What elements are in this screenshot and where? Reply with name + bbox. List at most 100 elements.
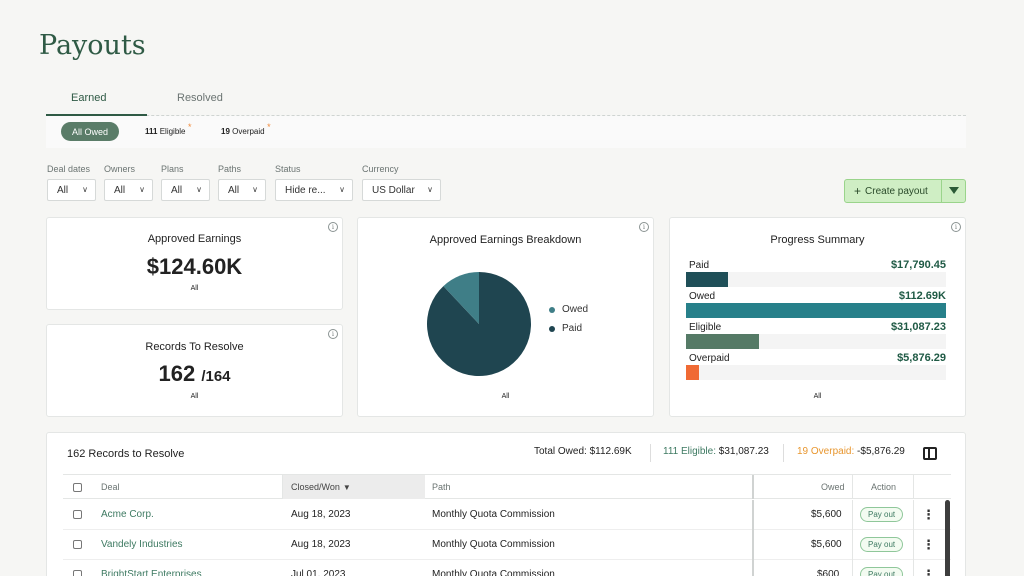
path-name: Monthly Quota Commission xyxy=(432,509,555,520)
row-checkbox-cell xyxy=(73,500,82,529)
progress-track xyxy=(686,303,946,318)
approved-earnings-card: i Approved Earnings $124.60K All xyxy=(46,217,343,310)
caret-down-icon[interactable] xyxy=(949,187,959,194)
pay-out-button[interactable]: Pay out xyxy=(860,537,904,552)
closed-won-date: Jul 01, 2023 xyxy=(291,569,346,576)
more-options-icon[interactable]: ⋮ xyxy=(922,566,935,576)
legend-swatch xyxy=(549,325,555,332)
chip-all-owed[interactable]: All Owed xyxy=(61,122,119,141)
deal-dates-select[interactable]: All ∨ xyxy=(47,179,96,201)
chip-eligible[interactable]: 111 Eligible * xyxy=(145,122,192,136)
pie-slice-owed[interactable] xyxy=(443,272,479,324)
overpaid-summary-label: 19 Overpaid: xyxy=(797,446,858,457)
info-icon[interactable]: i xyxy=(639,222,649,232)
progress-fill xyxy=(686,365,699,380)
filter-label: Deal dates xyxy=(47,164,91,174)
column-header-deal[interactable]: Deal xyxy=(101,482,120,492)
eligible-summary-label: 111 Eligible: xyxy=(663,446,719,457)
button-divider xyxy=(941,180,942,202)
row-checkbox[interactable] xyxy=(73,540,82,549)
chip-eligible-count: 111 xyxy=(145,127,158,136)
info-icon[interactable]: i xyxy=(328,222,338,232)
progress-value: $17,790.45 xyxy=(890,259,946,271)
active-tab-indicator xyxy=(46,114,147,116)
column-divider xyxy=(852,560,853,576)
records-table-card: 162 Records to Resolve Total Owed: $112.… xyxy=(46,432,966,576)
table-row[interactable]: BrightStart Enterprises Jul 01, 2023 Mon… xyxy=(63,560,951,576)
legend-label: Owed xyxy=(562,304,589,315)
row-checkbox[interactable] xyxy=(73,510,82,519)
currency-select[interactable]: US Dollar ∨ xyxy=(362,179,441,201)
column-header-action[interactable]: Action xyxy=(871,482,897,492)
row-checkbox[interactable] xyxy=(73,570,82,576)
chip-overpaid-count: 19 xyxy=(221,127,230,136)
plans-select[interactable]: All ∨ xyxy=(161,179,210,201)
tab-earned[interactable]: Earned xyxy=(71,92,107,104)
tab-resolved[interactable]: Resolved xyxy=(177,92,223,104)
info-icon[interactable]: i xyxy=(951,222,961,232)
column-header-closed-won[interactable]: Closed/Won ▼ xyxy=(283,475,425,499)
column-header-path[interactable]: Path xyxy=(432,482,451,492)
column-divider xyxy=(913,560,914,576)
eligible-marker-icon: * xyxy=(187,122,192,132)
column-header-owed[interactable]: Owed xyxy=(821,482,845,492)
legend-label: Paid xyxy=(562,323,583,334)
deal-link[interactable]: BrightStart Enterprises xyxy=(101,569,202,576)
approved-earnings-value: $124.60K xyxy=(146,254,243,279)
columns-icon[interactable] xyxy=(923,447,937,460)
filter-deal-dates: Deal dates All ∨ xyxy=(47,164,96,201)
deal-link[interactable]: Acme Corp. xyxy=(101,509,154,520)
column-header-label: Closed/Won xyxy=(291,482,340,492)
owners-select[interactable]: All ∨ xyxy=(104,179,153,201)
table-scrollbar[interactable] xyxy=(945,500,950,576)
card-filter-label: All xyxy=(190,285,199,292)
path-name: Monthly Quota Commission xyxy=(432,569,555,576)
info-icon[interactable]: i xyxy=(328,329,338,339)
records-total: /164 xyxy=(201,368,231,385)
action-cell: Pay out xyxy=(860,560,904,576)
table-title: 162 Records to Resolve xyxy=(67,448,185,460)
progress-fill xyxy=(686,272,728,287)
overpaid-summary-value: -$5,876.29 xyxy=(857,446,905,457)
paths-select[interactable]: All ∨ xyxy=(218,179,266,201)
filter-status: Status Hide re... ∨ xyxy=(275,164,353,201)
select-value: All xyxy=(171,184,183,196)
select-all-checkbox[interactable] xyxy=(73,482,82,492)
chevron-down-icon: ∨ xyxy=(252,185,258,194)
legend-item-paid: Paid xyxy=(549,323,582,334)
chevron-down-icon: ∨ xyxy=(427,185,433,194)
card-filter-label: All xyxy=(501,393,510,400)
more-options-icon[interactable]: ⋮ xyxy=(922,506,935,522)
table-row[interactable]: Acme Corp. Aug 18, 2023 Monthly Quota Co… xyxy=(63,500,951,530)
plus-icon: + xyxy=(854,184,862,198)
pay-out-button[interactable]: Pay out xyxy=(860,567,904,576)
status-select[interactable]: Hide re... ∨ xyxy=(275,179,353,201)
filter-owners: Owners All ∨ xyxy=(104,164,153,201)
filter-label: Paths xyxy=(218,164,242,174)
page-title: Payouts xyxy=(39,30,146,61)
deal-link[interactable]: Vandely Industries xyxy=(101,539,183,550)
chevron-down-icon: ∨ xyxy=(196,185,202,194)
chevron-down-icon: ∨ xyxy=(339,185,345,194)
select-value: All xyxy=(57,184,69,196)
progress-track xyxy=(686,365,946,380)
filter-label: Owners xyxy=(104,164,136,174)
create-payout-button[interactable]: + Create payout xyxy=(844,179,966,203)
table-row[interactable]: Vandely Industries Aug 18, 2023 Monthly … xyxy=(63,530,951,560)
chip-overpaid[interactable]: 19 Overpaid * xyxy=(221,122,271,136)
action-cell: Pay out xyxy=(860,500,904,529)
progress-label: Paid xyxy=(689,260,710,271)
more-options-icon[interactable]: ⋮ xyxy=(922,536,935,552)
card-filter-label: All xyxy=(813,393,822,400)
select-all-cell xyxy=(73,475,82,499)
filter-paths: Paths All ∨ xyxy=(218,164,266,201)
summary-divider xyxy=(650,444,651,462)
records-to-resolve-card: i Records To Resolve 162 /164 All xyxy=(46,324,343,417)
card-title: Progress Summary xyxy=(770,234,865,246)
progress-fill xyxy=(686,334,759,349)
column-divider xyxy=(852,530,853,560)
chevron-down-icon: ∨ xyxy=(139,185,145,194)
pay-out-button[interactable]: Pay out xyxy=(860,507,904,522)
select-value: All xyxy=(228,184,240,196)
earnings-breakdown-card: i Approved Earnings Breakdown Owed Paid … xyxy=(357,217,654,417)
